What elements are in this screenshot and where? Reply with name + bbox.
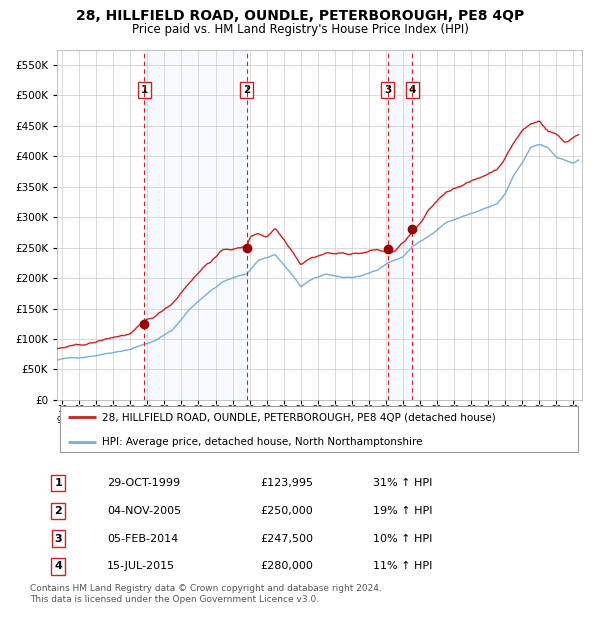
Text: 28, HILLFIELD ROAD, OUNDLE, PETERBOROUGH, PE8 4QP (detached house): 28, HILLFIELD ROAD, OUNDLE, PETERBOROUGH… xyxy=(101,412,496,422)
Bar xyxy=(145,50,247,400)
Text: £247,500: £247,500 xyxy=(260,534,313,544)
Text: 2: 2 xyxy=(243,85,251,95)
Text: £123,995: £123,995 xyxy=(260,478,313,488)
Bar xyxy=(388,50,412,400)
Text: 04-NOV-2005: 04-NOV-2005 xyxy=(107,506,181,516)
Text: 05-FEB-2014: 05-FEB-2014 xyxy=(107,534,178,544)
Text: 29-OCT-1999: 29-OCT-1999 xyxy=(107,478,180,488)
Text: 3: 3 xyxy=(55,534,62,544)
FancyBboxPatch shape xyxy=(59,405,578,453)
Text: 1: 1 xyxy=(55,478,62,488)
Text: 3: 3 xyxy=(384,85,391,95)
Text: Price paid vs. HM Land Registry's House Price Index (HPI): Price paid vs. HM Land Registry's House … xyxy=(131,23,469,36)
Text: 1: 1 xyxy=(141,85,148,95)
Text: 2: 2 xyxy=(55,506,62,516)
Text: 28, HILLFIELD ROAD, OUNDLE, PETERBOROUGH, PE8 4QP: 28, HILLFIELD ROAD, OUNDLE, PETERBOROUGH… xyxy=(76,9,524,24)
Text: £280,000: £280,000 xyxy=(260,561,313,572)
Text: 4: 4 xyxy=(55,561,62,572)
Text: 11% ↑ HPI: 11% ↑ HPI xyxy=(373,561,432,572)
Text: 19% ↑ HPI: 19% ↑ HPI xyxy=(373,506,432,516)
Text: 31% ↑ HPI: 31% ↑ HPI xyxy=(373,478,432,488)
Text: Contains HM Land Registry data © Crown copyright and database right 2024.: Contains HM Land Registry data © Crown c… xyxy=(30,584,382,593)
Text: £250,000: £250,000 xyxy=(260,506,313,516)
Text: This data is licensed under the Open Government Licence v3.0.: This data is licensed under the Open Gov… xyxy=(30,595,319,604)
Text: HPI: Average price, detached house, North Northamptonshire: HPI: Average price, detached house, Nort… xyxy=(101,436,422,447)
Text: 15-JUL-2015: 15-JUL-2015 xyxy=(107,561,175,572)
Text: 4: 4 xyxy=(409,85,416,95)
Text: 10% ↑ HPI: 10% ↑ HPI xyxy=(373,534,432,544)
